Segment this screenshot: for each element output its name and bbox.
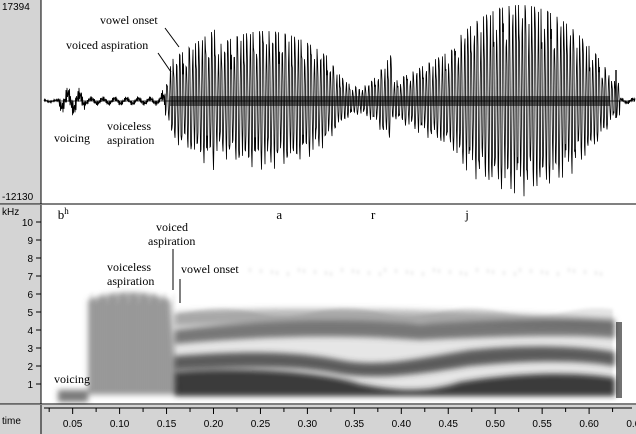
time-tick-label: 0.35 (345, 419, 365, 430)
freq-tick-label: 6 (27, 290, 33, 301)
waveform-pointer-voiced-aspiration (157, 52, 172, 73)
spectrogram-striations (89, 268, 612, 396)
time-tick-label: 0.45 (439, 419, 459, 430)
time-tick-label: 0.25 (251, 419, 271, 430)
spec-label-voiceless-2: aspiration (107, 274, 154, 288)
time-tick-label: 0.30 (298, 419, 318, 430)
waveform-y-min-label: -12130 (2, 192, 34, 203)
segment-label: a (276, 207, 282, 222)
waveform-axis-bg (0, 0, 41, 204)
freq-tick-label: 5 (27, 308, 33, 319)
spectrogram-axis-unit: kHz (2, 207, 19, 218)
segment-labels: bharja (58, 206, 469, 222)
time-tick-label: 0.10 (110, 419, 130, 430)
freq-tick-label: 8 (27, 254, 33, 265)
time-tick-label: 0.50 (485, 419, 505, 430)
waveform-label-voiceless-2: aspiration (107, 133, 154, 147)
time-tick-label: 0.60 (579, 419, 599, 430)
time-ticks: 0.05 0.10 0.15 0.20 0.25 0.30 0.35 0.40 0.45 0.50… (48, 408, 636, 430)
waveform-panel: 17394 -12130 vowel onset voiced aspirati… (0, 0, 636, 204)
spectrogram-image (58, 268, 622, 402)
waveform-label-vowel-onset: vowel onset (100, 13, 158, 27)
freq-tick-label: 3 (27, 344, 33, 355)
waveform-path (43, 4, 636, 197)
waveform-y-max-label: 17394 (2, 2, 30, 13)
time-axis-bg (0, 405, 636, 434)
spectrogram-axis-bg (0, 205, 41, 404)
waveform-trace (43, 4, 636, 197)
spec-label-vowel-onset: vowel onset (181, 262, 239, 276)
freq-tick-label: 4 (27, 326, 33, 337)
waveform-label-voiced-aspiration: voiced aspiration (66, 38, 148, 52)
time-tick-label: 0.65 (626, 419, 636, 430)
segment-label: r (371, 207, 376, 222)
freq-tick-label: 10 (22, 218, 34, 229)
waveform-pointer-vowel-onset (164, 27, 180, 48)
waveform-label-voicing: voicing (54, 131, 90, 145)
segment-label: bh (58, 206, 69, 222)
time-axis-label: time (2, 416, 21, 427)
waveform-label-voiceless-1: voiceless (107, 119, 151, 133)
time-tick-label: 0.05 (63, 419, 83, 430)
spec-label-voiced-1: voiced (156, 220, 188, 234)
time-tick-label: 0.20 (204, 419, 224, 430)
spec-label-voiced-2: aspiration (148, 234, 195, 248)
spec-label-voiceless-1: voiceless (107, 260, 151, 274)
time-tick-label: 0.40 (392, 419, 412, 430)
segment-label: j (464, 207, 469, 222)
freq-tick-label: 1 (27, 380, 33, 391)
time-axis: time 0.05 0.10 0.15 0.20 0.25 0.30 0.35 0.40 0.4… (0, 403, 636, 434)
segment-superscript: h (64, 206, 69, 216)
time-tick-label: 0.55 (532, 419, 552, 430)
frequency-ticks: 1 2 3 4 5 6 7 8 9 10 (22, 218, 41, 391)
time-tick-label: 0.15 (157, 419, 177, 430)
spec-label-voicing: voicing (54, 372, 90, 386)
freq-tick-label: 7 (27, 272, 33, 283)
freq-tick-label: 9 (27, 236, 33, 247)
freq-tick-label: 2 (27, 362, 33, 373)
